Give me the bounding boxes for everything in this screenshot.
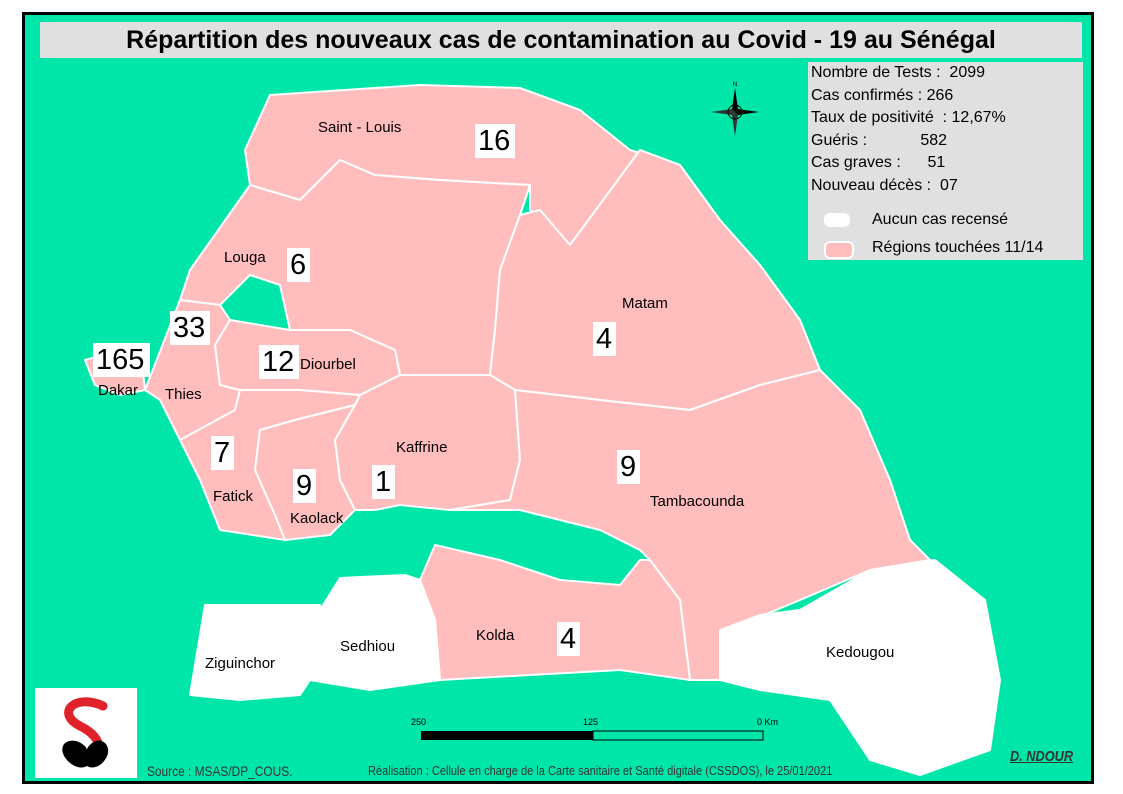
scale-bar: 250 125 0 Km <box>411 717 778 741</box>
case-count-box <box>293 469 316 503</box>
scale-label: 0 Km <box>757 717 778 727</box>
region-label-louga: Louga <box>224 249 266 266</box>
case-count-box <box>287 248 310 282</box>
region-sedhiou <box>309 574 441 691</box>
region-kedougou <box>719 559 1001 776</box>
scale-label: 125 <box>583 717 598 727</box>
case-count-box <box>593 322 616 356</box>
region-label-sedhiou: Sedhiou <box>340 638 395 655</box>
case-count-box <box>170 311 210 345</box>
case-count-box <box>617 450 640 484</box>
legend-item-affected: Régions touchées 11/14 <box>808 236 1083 262</box>
stat-severe: Cas graves : 51 <box>811 154 946 171</box>
region-kolda <box>419 544 691 681</box>
case-count-saint-louis: 16 <box>478 125 510 157</box>
region-label-kedougou: Kedougou <box>826 644 894 661</box>
case-count-fatick: 7 <box>214 437 230 469</box>
case-count-tambacounda: 9 <box>620 451 636 483</box>
source-text: Source : MSAS/DP_COUS. <box>147 763 293 779</box>
case-count-kaolack: 9 <box>296 470 312 502</box>
case-count-box <box>372 465 395 499</box>
case-count-box <box>475 124 515 158</box>
stat-tests: Nombre de Tests : 2099 <box>811 64 986 81</box>
region-label-thies: Thies <box>165 386 202 403</box>
region-label-diourbel: Diourbel <box>300 356 356 373</box>
author-text: D. NDOUR <box>1010 748 1074 765</box>
case-count-louga: 6 <box>290 249 306 281</box>
case-count-kolda: 4 <box>560 623 576 655</box>
case-count-diourbel: 12 <box>262 346 294 378</box>
region-label-kaffrine: Kaffrine <box>396 439 447 456</box>
legend-swatch <box>824 213 850 227</box>
region-label-saint-louis: Saint - Louis <box>318 119 401 136</box>
scale-label: 250 <box>411 717 426 727</box>
region-label-tambacounda: Tambacounda <box>650 493 745 510</box>
stat-confirmed: Cas confirmés : 266 <box>811 86 954 104</box>
ministry-logo <box>35 688 137 778</box>
case-count-matam: 4 <box>596 323 612 355</box>
case-count-box <box>557 622 580 656</box>
stat-recovered: Guéris : 582 <box>811 131 948 149</box>
region-ziguinchor <box>189 604 321 701</box>
stats-panel: Nombre de Tests : 2099 Cas confirmés : 2… <box>808 62 1083 260</box>
realisation-text: Réalisation : Cellule en charge de la Ca… <box>368 763 833 778</box>
legend-item-no-case: Aucun cas recensé <box>808 208 1083 234</box>
stat-positivity: Taux de positivité : 12,67% <box>811 109 1006 126</box>
case-count-thies: 33 <box>173 312 205 344</box>
region-label-ziguinchor: Ziguinchor <box>205 655 275 672</box>
case-count-box <box>259 345 299 379</box>
region-label-kolda: Kolda <box>476 627 515 644</box>
compass-rose-icon: N <box>711 82 759 136</box>
case-count-box <box>93 343 150 377</box>
case-count-kaffrine: 1 <box>375 466 391 498</box>
svg-text:N: N <box>733 82 737 88</box>
region-label-kaolack: Kaolack <box>290 510 344 527</box>
case-count-box <box>211 436 234 470</box>
region-label-dakar: Dakar <box>98 382 138 399</box>
region-label-matam: Matam <box>622 295 668 312</box>
map-title: Répartition des nouveaux cas de contamin… <box>40 22 1082 58</box>
legend-swatch <box>824 241 854 259</box>
region-label-fatick: Fatick <box>213 488 254 505</box>
case-count-dakar: 165 <box>96 344 144 376</box>
stat-deaths: Nouveau décès : 07 <box>811 176 958 194</box>
